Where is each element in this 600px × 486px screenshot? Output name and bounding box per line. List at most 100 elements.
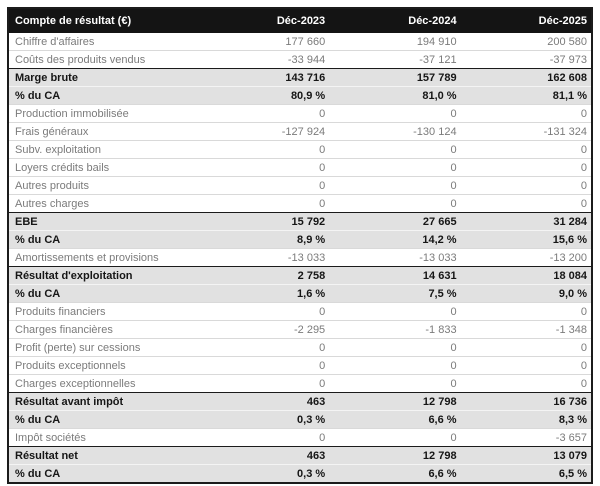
value-cell: 0,3 %: [297, 467, 326, 480]
row-label: Marge brute: [15, 71, 78, 84]
row-label: Production immobilisée: [15, 107, 129, 120]
value-cell: 1,6 %: [297, 287, 326, 300]
value-cell: 157 789: [416, 71, 457, 84]
value-cell: 0: [450, 377, 457, 390]
row-label: Produits exceptionnels: [15, 359, 126, 372]
value-cell: 0: [580, 143, 587, 156]
value-cell: 0: [319, 161, 326, 174]
value-cell: 194 910: [416, 35, 457, 48]
table-row: % du CA 0,3 % 6,6 % 6,5 %: [8, 464, 592, 483]
income-statement-table: Compte de résultat (€) Déc-2023 Déc-2024…: [7, 7, 593, 484]
value-cell: 12 798: [422, 449, 457, 462]
value-cell: 15,6 %: [552, 233, 587, 246]
value-cell: 0: [319, 197, 326, 210]
value-cell: 27 665: [422, 215, 457, 228]
row-label: % du CA: [15, 89, 61, 102]
value-cell: -37 121: [419, 53, 457, 66]
value-cell: 162 608: [547, 71, 587, 84]
value-cell: 6,6 %: [428, 467, 457, 480]
value-cell: 0: [450, 305, 457, 318]
value-cell: 8,3 %: [558, 413, 587, 426]
value-cell: 12 798: [422, 395, 457, 408]
row-label: Charges financières: [15, 323, 113, 336]
table-row: Charges exceptionnelles 0 0 0: [8, 374, 592, 393]
value-cell: 6,6 %: [428, 413, 457, 426]
value-cell: 81,1 %: [552, 89, 587, 102]
row-label: Résultat d'exploitation: [15, 269, 133, 282]
table-row: Autres produits 0 0 0: [8, 176, 592, 195]
table-header-row: Compte de résultat (€) Déc-2023 Déc-2024…: [8, 8, 592, 33]
row-label: Résultat net: [15, 449, 78, 462]
table-row: Marge brute 143 716 157 789 162 608: [8, 68, 592, 87]
row-label: % du CA: [15, 467, 61, 480]
value-cell: -13 200: [549, 251, 587, 264]
value-cell: 0: [450, 341, 457, 354]
row-label: Résultat avant impôt: [15, 395, 124, 408]
row-label: EBE: [15, 215, 38, 228]
value-cell: 16 736: [553, 395, 587, 408]
value-cell: -1 833: [425, 323, 457, 336]
value-cell: 0: [580, 359, 587, 372]
table-row: % du CA 8,9 % 14,2 % 15,6 %: [8, 230, 592, 249]
value-cell: 0: [450, 143, 457, 156]
value-cell: 6,5 %: [558, 467, 587, 480]
value-cell: 0: [319, 107, 326, 120]
value-cell: 81,0 %: [422, 89, 457, 102]
value-cell: 15 792: [291, 215, 326, 228]
value-cell: 0: [319, 341, 326, 354]
value-cell: 0: [450, 161, 457, 174]
value-cell: 0: [319, 143, 326, 156]
value-cell: 0: [580, 377, 587, 390]
value-cell: 31 284: [553, 215, 587, 228]
table-row: Loyers crédits bails 0 0 0: [8, 158, 592, 177]
column-header-dec-2025: Déc-2025: [460, 8, 592, 33]
value-cell: 0: [319, 305, 326, 318]
table-row: Résultat d'exploitation 2 758 14 631 18 084: [8, 266, 592, 285]
value-cell: -127 924: [281, 125, 326, 138]
table-row: Résultat avant impôt 463 12 798 16 736: [8, 392, 592, 411]
value-cell: 0: [580, 197, 587, 210]
value-cell: 0: [580, 305, 587, 318]
value-cell: 463: [306, 395, 326, 408]
value-cell: -131 324: [543, 125, 587, 138]
table-header: Compte de résultat (€) Déc-2023 Déc-2024…: [8, 8, 592, 33]
row-label: Profit (perte) sur cessions: [15, 341, 141, 354]
value-cell: 0: [450, 197, 457, 210]
value-cell: 2 758: [297, 269, 326, 282]
row-label: % du CA: [15, 287, 61, 300]
table-row: % du CA 80,9 % 81,0 % 81,1 %: [8, 86, 592, 105]
value-cell: 0: [450, 107, 457, 120]
table-row: Chiffre d'affaires 177 660 194 910 200 580: [8, 33, 592, 51]
row-label: Frais généraux: [15, 125, 89, 138]
value-cell: 14 631: [422, 269, 457, 282]
value-cell: 0: [450, 179, 457, 192]
value-cell: 8,9 %: [297, 233, 326, 246]
table-row: Amortissements et provisions -13 033 -13 0…: [8, 248, 592, 267]
value-cell: 177 660: [285, 35, 326, 48]
table-row: Autres charges 0 0 0: [8, 194, 592, 213]
table-row: Production immobilisée 0 0 0: [8, 104, 592, 123]
value-cell: -33 944: [287, 53, 326, 66]
value-cell: 0: [580, 341, 587, 354]
value-cell: -130 124: [413, 125, 457, 138]
table-row: Résultat net 463 12 798 13 079: [8, 446, 592, 465]
column-header-title: Compte de résultat (€): [8, 8, 198, 33]
table-row: Produits financiers 0 0 0: [8, 302, 592, 321]
row-label: Loyers crédits bails: [15, 161, 110, 174]
value-cell: 0: [580, 161, 587, 174]
value-cell: 0: [450, 431, 457, 444]
value-cell: 18 084: [553, 269, 587, 282]
value-cell: -1 348: [555, 323, 587, 336]
table-body: Chiffre d'affaires 177 660 194 910 200 580 C…: [8, 33, 592, 483]
row-label: Chiffre d'affaires: [15, 35, 95, 48]
value-cell: 13 079: [553, 449, 587, 462]
table-row: Charges financières -2 295 -1 833 -1 348: [8, 320, 592, 339]
row-label: Coûts des produits vendus: [15, 53, 146, 66]
table-row: Coûts des produits vendus -33 944 -37 121 -…: [8, 50, 592, 69]
value-cell: 463: [306, 449, 326, 462]
value-cell: -3 657: [555, 431, 587, 444]
value-cell: 200 580: [547, 35, 587, 48]
value-cell: -2 295: [293, 323, 326, 336]
row-label: Impôt sociétés: [15, 431, 86, 444]
